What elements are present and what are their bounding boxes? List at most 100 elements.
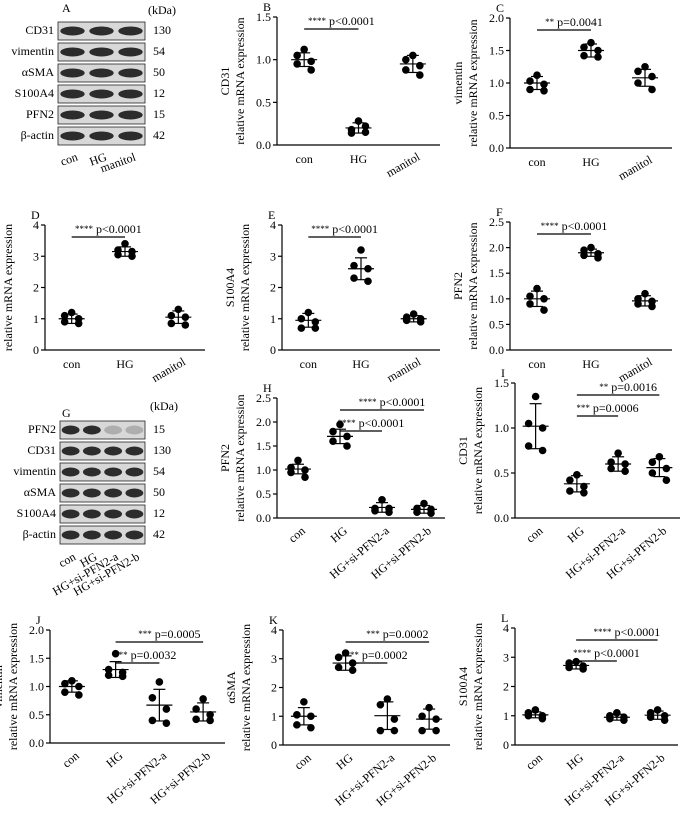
p-value: p<0.0001 — [359, 416, 405, 430]
protein-label: vimentin — [13, 464, 56, 478]
significance-stars: *** — [366, 629, 380, 639]
significance-label: ** p=0.0041 — [545, 15, 603, 29]
significance-label: **** p<0.0001 — [573, 646, 640, 660]
y-tick-label: 4 — [270, 218, 276, 232]
blot-band — [82, 530, 101, 540]
data-point — [531, 392, 540, 401]
y-axis-label: relative mRNA expression — [238, 224, 252, 351]
data-point — [192, 715, 200, 724]
data-point — [357, 246, 365, 254]
y-tick-label: 3 — [503, 650, 509, 664]
blot-band — [125, 467, 144, 477]
data-point — [413, 508, 421, 517]
blot-band — [125, 488, 144, 498]
panel-label: G — [62, 406, 71, 420]
data-point — [524, 711, 533, 720]
panel-label: J — [36, 613, 41, 627]
panel-label: F — [496, 205, 503, 219]
y-tick-label: 0.5 — [489, 109, 504, 123]
data-point — [620, 716, 628, 724]
y-axis-label: relative mRNA expression — [6, 623, 20, 750]
significance-stars: *** — [138, 629, 152, 639]
panel-label: C — [496, 1, 504, 15]
p-value: p=0.0032 — [131, 648, 177, 662]
significance-stars: **** — [338, 418, 357, 428]
y-tick-label: 3 — [271, 652, 277, 666]
data-point — [334, 663, 343, 672]
y-tick-label: 0.5 — [494, 466, 509, 480]
y-tick-label: 2.5 — [256, 391, 271, 405]
data-point — [432, 726, 440, 735]
blot-band — [61, 488, 80, 498]
kda-label: 50 — [153, 485, 165, 499]
protein-label: S100A4 — [15, 86, 54, 100]
y-tick-label: 1 — [270, 312, 276, 326]
blot-strip — [59, 504, 146, 524]
y-tick-label: 2.0 — [256, 415, 271, 429]
data-point — [526, 85, 534, 94]
data-point — [301, 473, 309, 482]
data-point — [121, 239, 129, 248]
data-point — [607, 464, 615, 473]
data-point — [347, 129, 356, 137]
kda-label: 15 — [153, 107, 165, 121]
significance-stars: ** — [545, 17, 555, 27]
blot-band — [82, 509, 101, 519]
data-point — [311, 324, 320, 332]
x-tick-label: con — [523, 524, 545, 546]
blot-band — [60, 89, 85, 99]
data-point — [540, 306, 548, 314]
p-value: p<0.0001 — [594, 646, 640, 660]
y-axis-label: relative mRNA expression — [233, 394, 247, 521]
data-point — [148, 716, 157, 725]
blot-strip — [59, 462, 146, 482]
x-tick-label: con — [523, 751, 545, 773]
blot-band — [118, 26, 143, 36]
y-tick-label: 1.0 — [489, 292, 504, 306]
y-axis-label: relative mRNA expression — [466, 19, 480, 146]
x-tick-label: manitol — [149, 354, 188, 385]
panel-label: K — [269, 613, 278, 627]
y-tick-label: 1.0 — [29, 680, 44, 694]
y-tick-label: 0.5 — [29, 708, 44, 722]
data-point — [167, 311, 176, 320]
y-tick-label: 2 — [33, 281, 39, 295]
blot-strip — [59, 483, 146, 503]
data-point — [427, 509, 435, 517]
y-axis-label: relative mRNA expression — [471, 623, 485, 750]
significance-stars: **** — [541, 221, 560, 231]
data-point — [336, 420, 344, 429]
data-point — [376, 726, 385, 735]
data-point — [565, 663, 573, 672]
significance-stars: **** — [573, 648, 592, 658]
y-tick-label: 3 — [270, 249, 276, 263]
blot-strip — [59, 420, 146, 440]
significance-stars: **** — [308, 16, 327, 26]
data-point — [293, 60, 301, 68]
blot-band — [125, 509, 144, 519]
data-point — [594, 53, 602, 61]
x-tick-label: con — [63, 357, 80, 371]
y-tick-label: 0 — [271, 738, 277, 752]
blot-band — [60, 47, 85, 57]
data-point — [350, 274, 358, 282]
data-point — [641, 62, 649, 71]
x-tick-label: manitol — [616, 152, 655, 183]
panel-label: A — [62, 1, 71, 15]
data-point — [540, 87, 548, 95]
data-point — [301, 466, 309, 474]
data-point — [297, 314, 306, 323]
y-tick-label: 0 — [33, 343, 39, 357]
kda-label: 50 — [153, 65, 165, 79]
blot-band — [89, 68, 114, 78]
data-point — [341, 649, 350, 657]
significance-stars: **** — [311, 224, 330, 234]
x-tick-label: HG — [333, 750, 356, 772]
lane-label: con — [56, 549, 78, 570]
x-tick-label: con — [286, 524, 308, 546]
data-point — [573, 471, 581, 479]
data-point — [402, 55, 410, 64]
blot-band — [61, 425, 80, 435]
x-tick-label: HG — [352, 357, 370, 371]
significance-label: ** p=0.0016 — [599, 380, 657, 394]
